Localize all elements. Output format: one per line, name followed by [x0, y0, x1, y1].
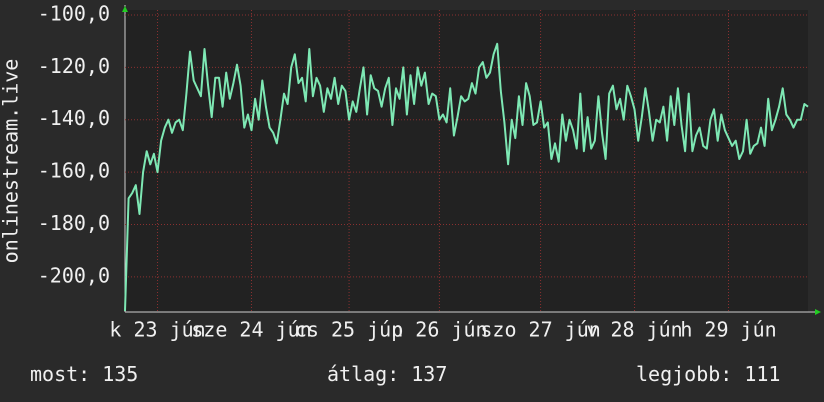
x-tick-label: k 23 jún [109, 318, 205, 342]
x-tick-label: sze 24 jún [191, 318, 311, 342]
x-axis-arrow [815, 309, 821, 315]
y-tick-label: -140,0 [38, 106, 110, 130]
stat-label: legjobb: [636, 362, 732, 386]
stat-label: átlag: [327, 362, 399, 386]
x-tick-label: cs 25 jún [295, 318, 403, 342]
plot-area [125, 10, 808, 312]
x-tick-label: szo 27 jún [480, 318, 600, 342]
stat: most: 135 [30, 362, 138, 386]
line-series [124, 42, 809, 312]
x-tick-label: v 28 jún [586, 318, 682, 342]
stat-value: 135 [102, 362, 138, 386]
y-axis-label: onlinestream.live [0, 59, 23, 264]
stat: átlag: 137 [327, 362, 447, 386]
y-tick-label: -180,0 [38, 211, 110, 235]
y-tick-label: -200,0 [38, 263, 110, 287]
x-tick-label: p 26 jún [391, 318, 487, 342]
y-tick-label: -100,0 [38, 1, 110, 25]
stat-value: 137 [411, 362, 447, 386]
y-axis-arrow [122, 6, 128, 12]
y-tick-label: -120,0 [38, 54, 110, 78]
stat: legjobb: 111 [636, 362, 780, 386]
x-tick-label: h 29 jún [680, 318, 776, 342]
y-tick-label: -160,0 [38, 159, 110, 183]
stat-label: most: [30, 362, 90, 386]
stat-value: 111 [744, 362, 780, 386]
